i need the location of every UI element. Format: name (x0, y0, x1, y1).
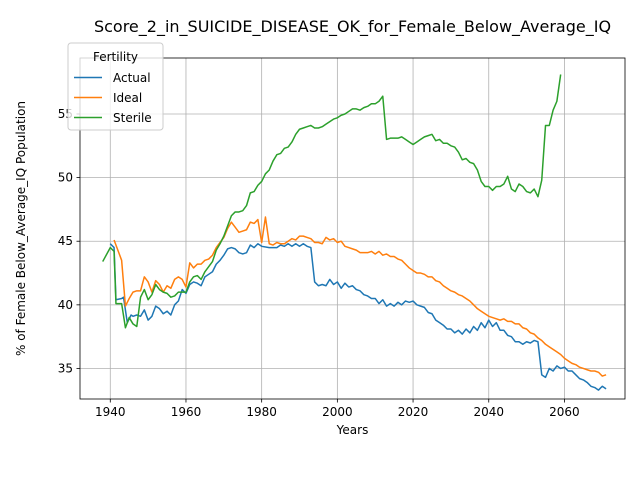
x-tick-label: 1940 (95, 405, 126, 419)
legend-label-actual: Actual (113, 71, 151, 85)
x-tick-label: 2000 (322, 405, 353, 419)
legend: Fertility Actual Ideal Sterile (67, 42, 164, 131)
x-axis: 1940 1960 1980 2000 2020 2040 2060 (95, 399, 580, 419)
y-tick-label: 35 (58, 361, 73, 375)
x-axis-label: Years (336, 423, 369, 437)
grid (80, 58, 625, 399)
x-tick-label: 2020 (398, 405, 429, 419)
legend-entries: Actual Ideal Sterile (74, 71, 152, 125)
x-tick-label: 2060 (549, 405, 580, 419)
legend-label-ideal: Ideal (113, 91, 142, 105)
legend-label-sterile: Sterile (113, 111, 152, 125)
chart-title: Score_2_in_SUICIDE_DISEASE_OK_for_Female… (94, 17, 611, 37)
y-axis-label: % of Female Below_Average_IQ Population (14, 101, 28, 356)
y-tick-label: 50 (58, 171, 73, 185)
legend-title: Fertility (93, 50, 138, 64)
plot-frame (79, 57, 626, 400)
x-tick-label: 1960 (171, 405, 202, 419)
y-tick-label: 45 (58, 234, 73, 248)
series-line-ideal (113, 216, 607, 377)
series-line-sterile (102, 74, 562, 329)
series-lines (102, 74, 607, 391)
x-tick-label: 1980 (246, 405, 277, 419)
y-tick-label: 40 (58, 298, 73, 312)
x-tick-label: 2040 (473, 405, 504, 419)
legend-box (67, 42, 164, 131)
